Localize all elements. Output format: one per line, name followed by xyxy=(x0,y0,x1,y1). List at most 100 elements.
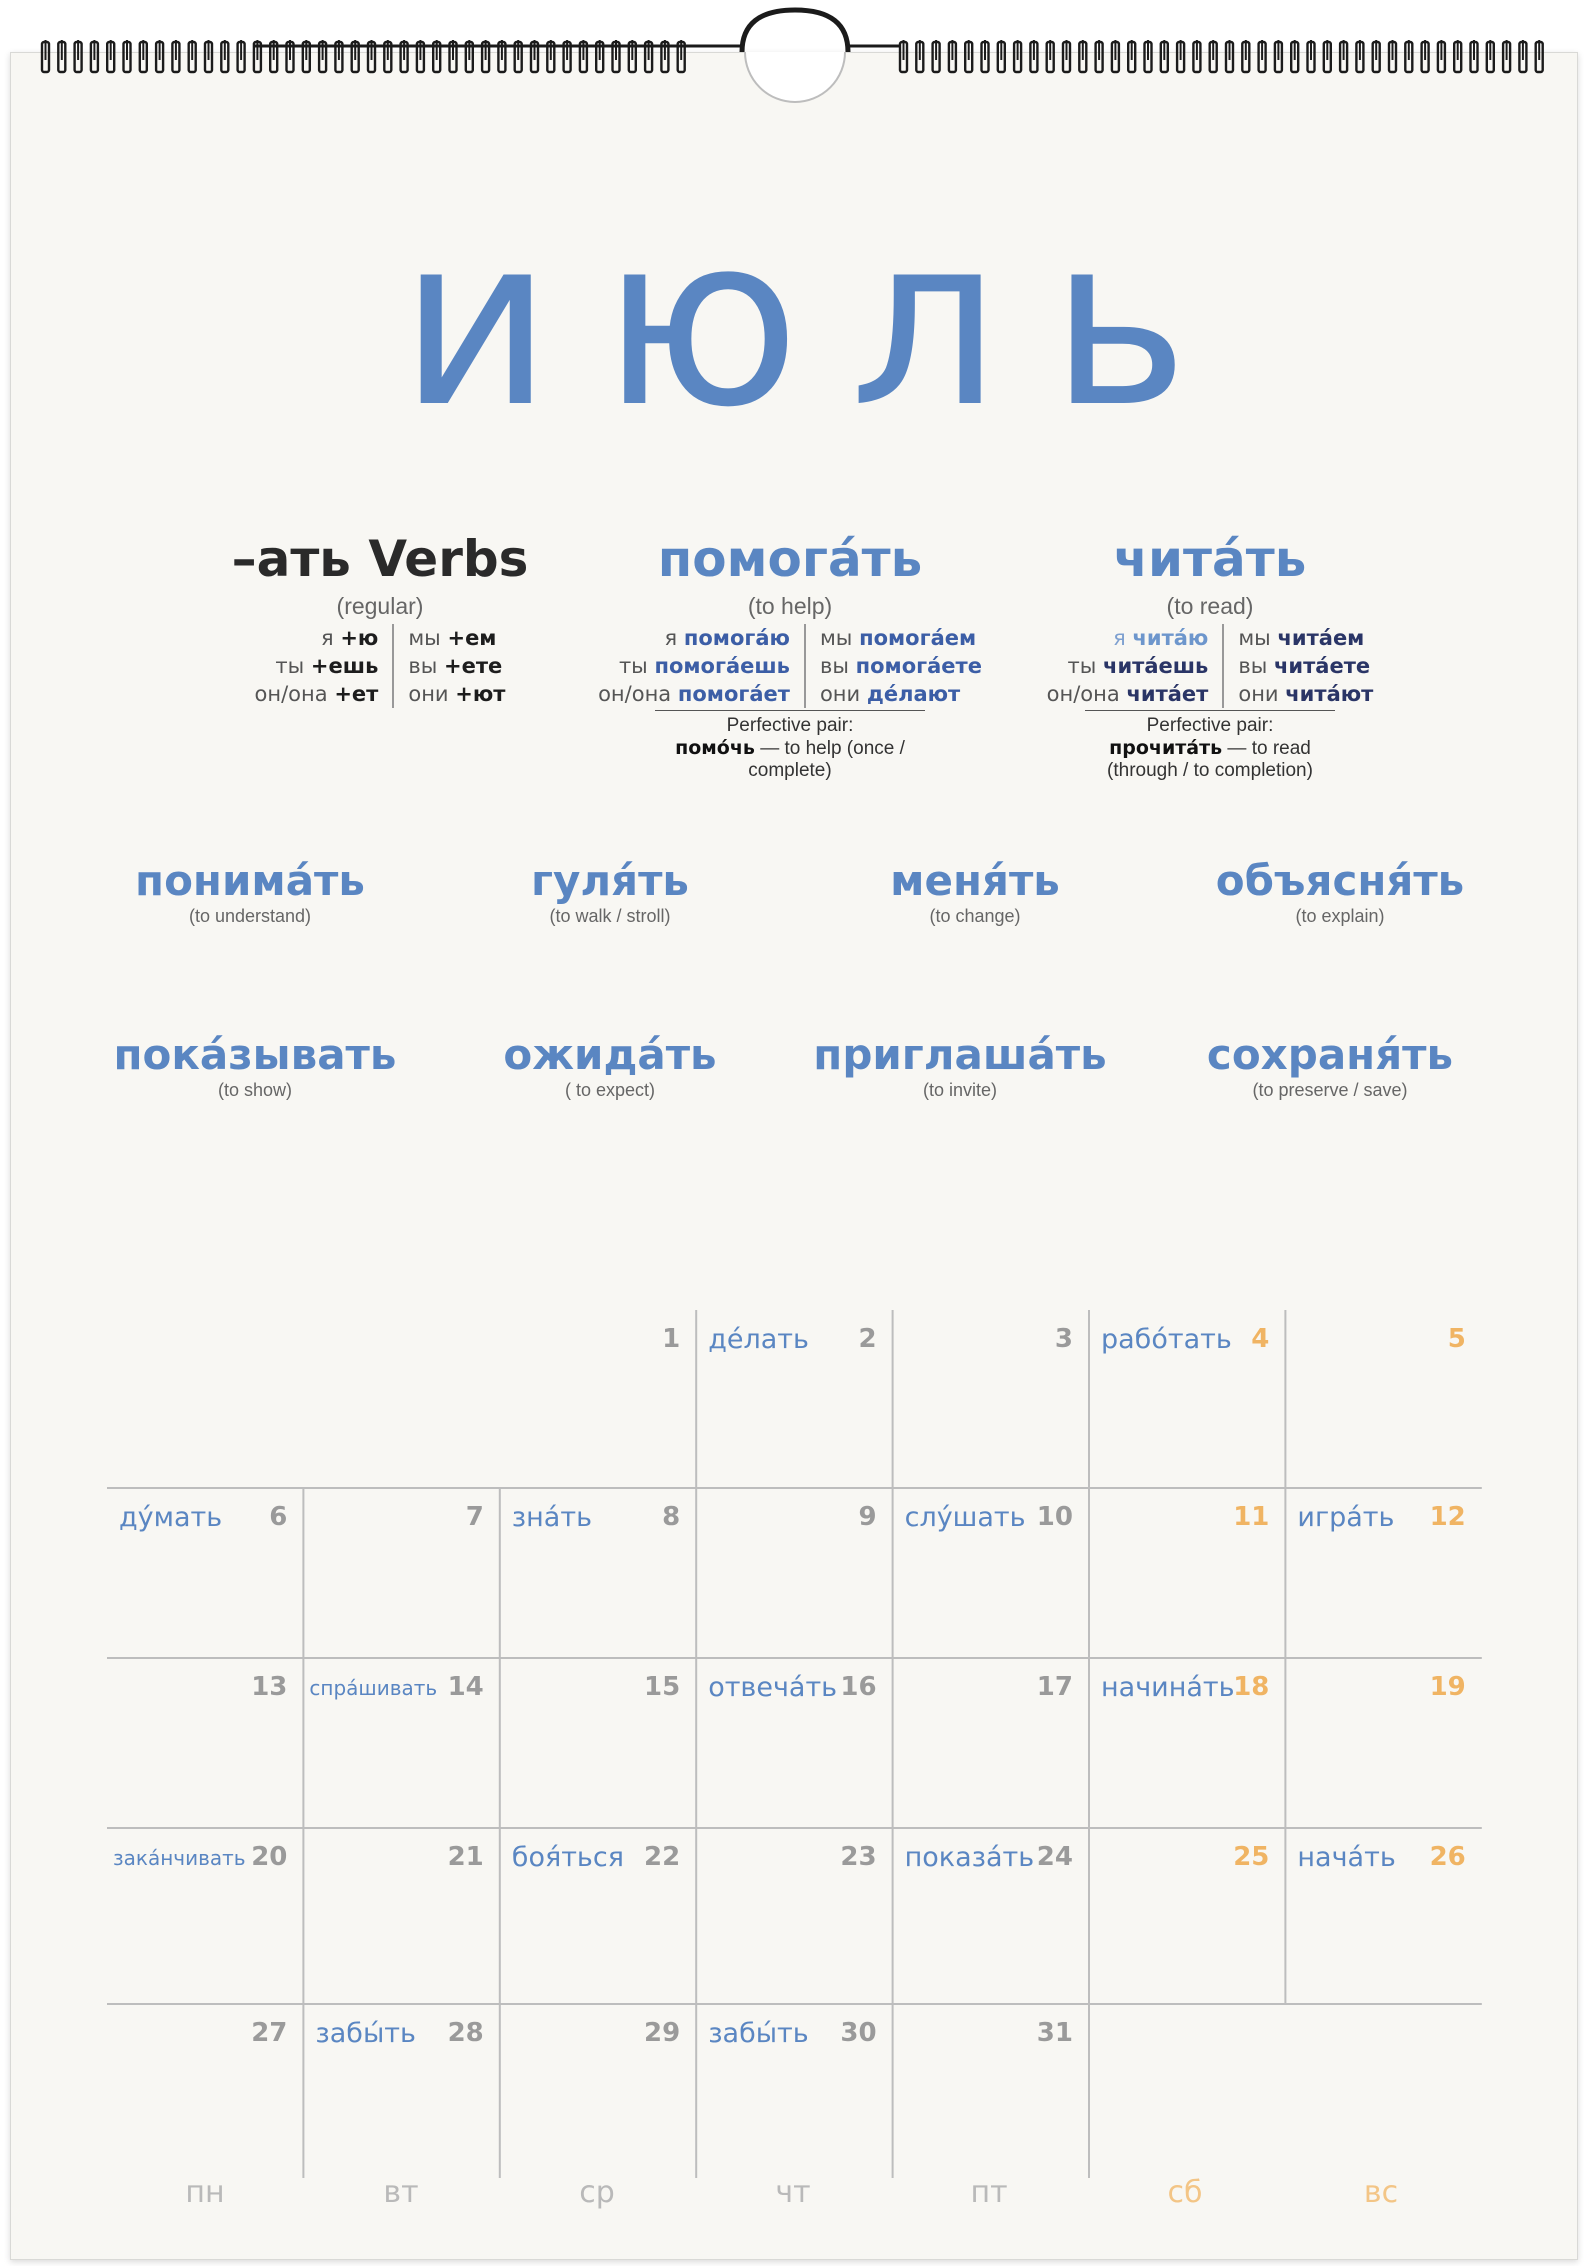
weekday-label: вт xyxy=(383,2175,419,2210)
day-number: 29 xyxy=(644,2018,681,2048)
month-title: июль xyxy=(399,186,1239,459)
calendar-day: зака́нчивать 20 xyxy=(107,1828,303,2004)
pronoun: мы xyxy=(1238,626,1271,650)
calendar-day: 21 xyxy=(303,1828,499,2004)
vocab-translation: (to understand) xyxy=(188,906,312,927)
day-number: 30 xyxy=(840,2018,877,2048)
day-number: 18 xyxy=(1233,1672,1270,1702)
block-subtitle: (to help) xyxy=(747,593,833,619)
pronoun: ты xyxy=(618,654,648,678)
vocab-item: понима́ть (to understand) xyxy=(90,856,410,927)
vocab-item: ожида́ть ( to expect) xyxy=(460,1031,760,1101)
day-number: 31 xyxy=(1036,2018,1073,2048)
calendar-day: 17 xyxy=(893,1658,1089,1828)
day-number: 16 xyxy=(840,1672,877,1702)
pronoun: ты xyxy=(1067,654,1097,678)
day-number: 2 xyxy=(858,1324,877,1354)
conjugation-block-pomogat: помога́ть (to help) я помога́ю ты помога… xyxy=(560,532,1020,782)
verb-form: +ете xyxy=(444,654,503,678)
day-number: 11 xyxy=(1233,1502,1270,1532)
day-number: 28 xyxy=(447,2018,484,2048)
vocab-item: сохраня́ть (to preserve / save) xyxy=(1170,1030,1490,1101)
calendar-day: де́лать 2 xyxy=(696,1310,892,1488)
calendar-page xyxy=(10,52,1578,2260)
verb-form: де́лают xyxy=(866,682,961,706)
vocab-verb: объясня́ть xyxy=(1215,856,1465,905)
verb-form: +ю xyxy=(340,626,379,650)
day-verb: игра́ть xyxy=(1297,1502,1395,1533)
day-verb: отвеча́ть xyxy=(708,1672,838,1703)
calendar-day: 13 xyxy=(107,1658,303,1828)
calendar-day: 27 xyxy=(107,2004,303,2178)
calendar-day: 11 xyxy=(1089,1488,1285,1658)
pronoun: они xyxy=(408,682,449,706)
day-number: 15 xyxy=(644,1672,681,1702)
pair-label: Perfective pair: xyxy=(1146,715,1274,736)
weekday-label: пн xyxy=(185,2175,225,2210)
vocab-item: приглаша́ть (to invite) xyxy=(800,1031,1120,1101)
pronoun: они xyxy=(819,682,861,706)
day-verb: зна́ть xyxy=(511,1502,592,1533)
day-verb: де́лать xyxy=(708,1324,809,1355)
calendar-day: начина́ть 18 xyxy=(1089,1658,1285,1828)
day-number: 24 xyxy=(1036,1842,1073,1872)
weekday-label-weekend: сб xyxy=(1167,2175,1203,2210)
calendar-day: 1 xyxy=(500,1310,696,1488)
calendar-day: 23 xyxy=(696,1828,892,2004)
weekday-label-weekend: вс xyxy=(1363,2175,1399,2210)
calendar-day: рабо́тать 4 xyxy=(1089,1310,1285,1488)
pronoun: они xyxy=(1238,682,1279,706)
day-verb: забы́ть xyxy=(708,2018,809,2049)
calendar-day: 31 xyxy=(893,2004,1089,2178)
verb-form: помога́ете xyxy=(855,654,982,678)
day-number: 14 xyxy=(447,1672,484,1702)
verb-form: +ют xyxy=(455,682,506,706)
day-number: 5 xyxy=(1447,1324,1466,1354)
vocab-translation: (to invite) xyxy=(922,1080,998,1101)
day-number: 23 xyxy=(840,1842,877,1872)
vocab-translation: (to preserve / save) xyxy=(1252,1080,1408,1101)
calendar-day: показа́ть 24 xyxy=(893,1828,1089,2004)
verb-form: чита́ете xyxy=(1274,654,1371,678)
calendar-day: 29 xyxy=(500,2004,696,2178)
day-verb: ду́мать xyxy=(119,1502,223,1533)
day-number: 1 xyxy=(662,1324,681,1354)
calendar-day: 15 xyxy=(500,1658,696,1828)
pronoun: я xyxy=(664,626,678,650)
pronoun: ты xyxy=(275,654,305,678)
pronoun: он/она xyxy=(254,682,328,706)
pair-text: — to help (once / complete) xyxy=(748,738,905,781)
vocab-translation: (to explain) xyxy=(1295,906,1385,927)
day-verb: показа́ть xyxy=(904,1842,1035,1873)
vocab-verb: сохраня́ть xyxy=(1206,1030,1454,1079)
pronoun: вы xyxy=(819,654,849,678)
spiral-binding xyxy=(40,7,1544,103)
day-number: 10 xyxy=(1036,1502,1073,1532)
verb-form: чита́ешь xyxy=(1103,654,1209,678)
vocab-item: пока́зывать (to show) xyxy=(90,1031,420,1101)
vocab-item: объясня́ть (to explain) xyxy=(1180,856,1500,927)
calendar-day: игра́ть 12 xyxy=(1285,1488,1481,1658)
calendar-day: 19 xyxy=(1285,1658,1481,1828)
vocab-translation: ( to expect) xyxy=(564,1080,656,1101)
calendar-day: 3 xyxy=(893,1310,1089,1488)
day-number: 9 xyxy=(858,1502,877,1532)
conjugation-block-chitat: чита́ть (to read) я чита́ю ты чита́ешь о… xyxy=(980,532,1440,782)
day-number: 19 xyxy=(1429,1672,1466,1702)
calendar-grid: 1 де́лать 2 3 рабо́тать 4 5 ду́мать 6 7 зна́ть 8 9 сл… xyxy=(107,1310,1482,2178)
pronoun: мы xyxy=(819,626,853,650)
weekday-label: ср xyxy=(579,2175,615,2210)
verb-form: помога́ем xyxy=(859,626,977,650)
verb-form: помога́ешь xyxy=(654,654,790,678)
pronoun: он/она xyxy=(1046,682,1120,706)
vocab-verb: понима́ть xyxy=(135,856,365,905)
weekday-label: пт xyxy=(970,2175,1008,2210)
day-number: 22 xyxy=(644,1842,681,1872)
block-title: помога́ть xyxy=(657,530,923,588)
vocab-translation: (to change) xyxy=(929,906,1021,927)
weekday-label: чт xyxy=(775,2175,811,2210)
day-verb: спра́шивать xyxy=(309,1676,438,1700)
verb-form: чита́ю xyxy=(1132,626,1209,650)
block-subtitle: (regular) xyxy=(336,593,424,619)
block-subtitle: (to read) xyxy=(1166,593,1254,619)
